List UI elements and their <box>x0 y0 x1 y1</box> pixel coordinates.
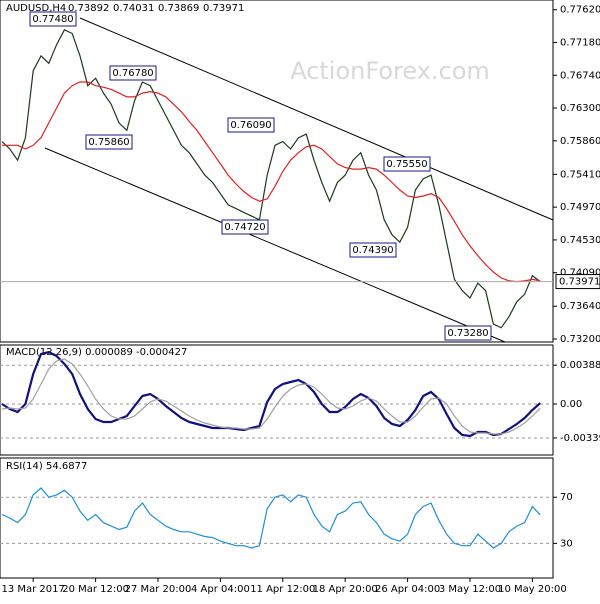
y-tick-label: -0.003394 <box>560 433 600 444</box>
macd-title: MACD(12,26,9) 0.000089 -0.000427 <box>6 347 187 358</box>
y-tick-label: 70 <box>560 492 573 503</box>
y-tick-label: 0.73200 <box>560 334 600 345</box>
annotation-box <box>383 156 431 172</box>
annotation: 0.73280 <box>447 328 488 339</box>
annotation: 0.76090 <box>230 120 271 131</box>
channel-line <box>79 17 554 221</box>
x-tick-label: 4 Apr 04:00 <box>191 584 250 595</box>
close: 0.73971 <box>203 3 244 14</box>
close-line <box>1 29 541 329</box>
annotation-box <box>85 134 133 150</box>
annotation-box <box>109 65 157 81</box>
annotation: 0.77480 <box>32 14 73 25</box>
y-tick-label: 0.74090 <box>560 268 600 279</box>
rsi-title: RSI(14) 54.6877 <box>6 461 87 472</box>
x-tick-label: 11 Apr 12:00 <box>250 584 315 595</box>
x-tick-label: 13 Mar 2017 <box>1 584 64 595</box>
annotation-box <box>227 117 275 133</box>
x-tick-label: 3 May 12:00 <box>439 584 501 595</box>
x-tick-label: 10 May 20:00 <box>498 584 567 595</box>
annotation: 0.75550 <box>386 159 427 170</box>
annotation: 0.74720 <box>224 222 265 233</box>
channel-line <box>44 147 506 343</box>
current-price-label: 0.73971 <box>559 277 600 288</box>
signal-line <box>1 358 541 435</box>
annotation-box <box>29 11 77 27</box>
annotation: 0.75860 <box>88 137 129 148</box>
annotation-box <box>349 242 397 258</box>
y-tick-label: 0.76300 <box>560 103 600 114</box>
open: 0.73892 <box>68 3 109 14</box>
price-panel <box>0 0 554 343</box>
low: 0.73869 <box>158 3 199 14</box>
y-tick-label: 30 <box>560 538 573 549</box>
x-tick-label: 27 Mar 20:00 <box>125 584 192 595</box>
x-tick-label: 18 Apr 20:00 <box>313 584 378 595</box>
annotation-box <box>444 325 492 341</box>
y-tick-label: 0.75410 <box>560 169 600 180</box>
annotation: 0.74390 <box>352 245 393 256</box>
symbol: AUDUSD,H4 <box>6 3 66 14</box>
current-price-box <box>555 274 600 290</box>
ma-line <box>2 81 541 283</box>
y-tick-label: 0.00388 <box>560 360 600 371</box>
macd-line <box>1 350 541 438</box>
x-tick-label: 20 Mar 12:00 <box>62 584 129 595</box>
rsi-panel <box>0 457 554 579</box>
y-tick-label: 0.74970 <box>560 202 600 213</box>
high: 0.74031 <box>113 3 154 14</box>
x-tick-label: 26 Apr 04:00 <box>375 584 440 595</box>
macd-panel <box>0 344 554 456</box>
y-tick-label: 0.77620 <box>560 5 600 16</box>
y-tick-label: 0.74530 <box>560 235 600 246</box>
watermark: ActionForex.com <box>290 57 490 85</box>
rsi-line <box>1 487 541 549</box>
annotation: 0.76780 <box>112 68 153 79</box>
annotation-box <box>221 219 269 235</box>
y-tick-label: 0.73640 <box>560 301 600 312</box>
y-tick-label: 0.00 <box>560 399 582 410</box>
y-tick-label: 0.75860 <box>560 136 600 147</box>
y-tick-label: 0.77180 <box>560 37 600 48</box>
y-tick-label: 0.76740 <box>560 70 600 81</box>
